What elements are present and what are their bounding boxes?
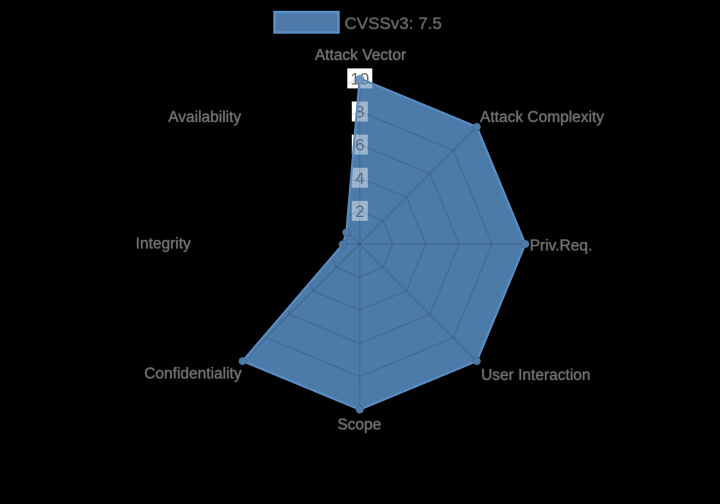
svg-text:User Interaction: User Interaction (481, 367, 590, 384)
svg-text:Priv.Req.: Priv.Req. (530, 238, 593, 255)
svg-text:Scope: Scope (337, 416, 381, 433)
svg-text:Integrity: Integrity (136, 235, 191, 252)
svg-text:Confidentiality: Confidentiality (144, 366, 242, 383)
svg-text:Attack Vector: Attack Vector (315, 47, 406, 64)
svg-text:Attack Complexity: Attack Complexity (480, 109, 604, 126)
svg-text:CVSSv3: 7.5: CVSSv3: 7.5 (345, 14, 442, 33)
svg-text:Availability: Availability (168, 109, 241, 126)
